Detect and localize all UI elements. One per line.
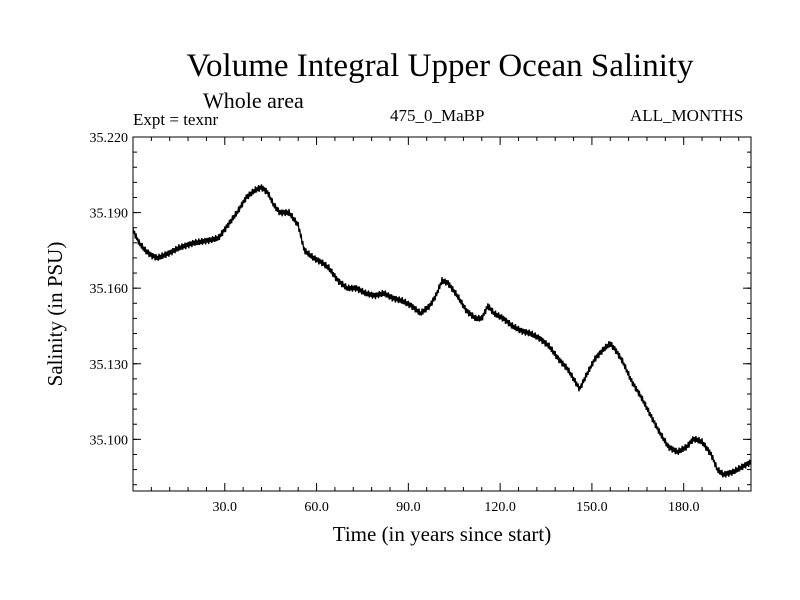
x-tick-label: 30.0 [213,500,238,515]
x-tick-label: 180.0 [668,500,700,515]
y-tick-label: 35.100 [90,433,129,448]
data-series [132,184,752,478]
x-tick-label: 60.0 [304,500,329,515]
y-tick-label: 35.190 [90,207,129,222]
x-tick-label: 90.0 [396,500,421,515]
y-tick-label: 35.130 [90,358,129,373]
y-tick-label: 35.220 [90,131,129,146]
y-tick-label: 35.160 [90,282,129,297]
x-tick-label: 120.0 [484,500,516,515]
chart-title: Volume Integral Upper Ocean Salinity [186,48,694,84]
plot-frame [132,136,752,492]
x-tick-label: 150.0 [576,500,608,515]
chart-subtitle: Whole area [203,88,304,113]
experiment-label: Expt = texnr [133,110,219,129]
months-label: ALL_MONTHS [630,106,744,125]
salinity-series-line [132,184,752,478]
y-axis-label: Salinity (in PSU) [43,242,67,387]
x-axis-label: Time (in years since start) [332,522,552,546]
axis-ticks: 30.0 60.0 90.0 120.0 150.0 180.0 35.100 35.130 3… [90,131,751,515]
run-label: 475_0_MaBP [390,106,485,125]
